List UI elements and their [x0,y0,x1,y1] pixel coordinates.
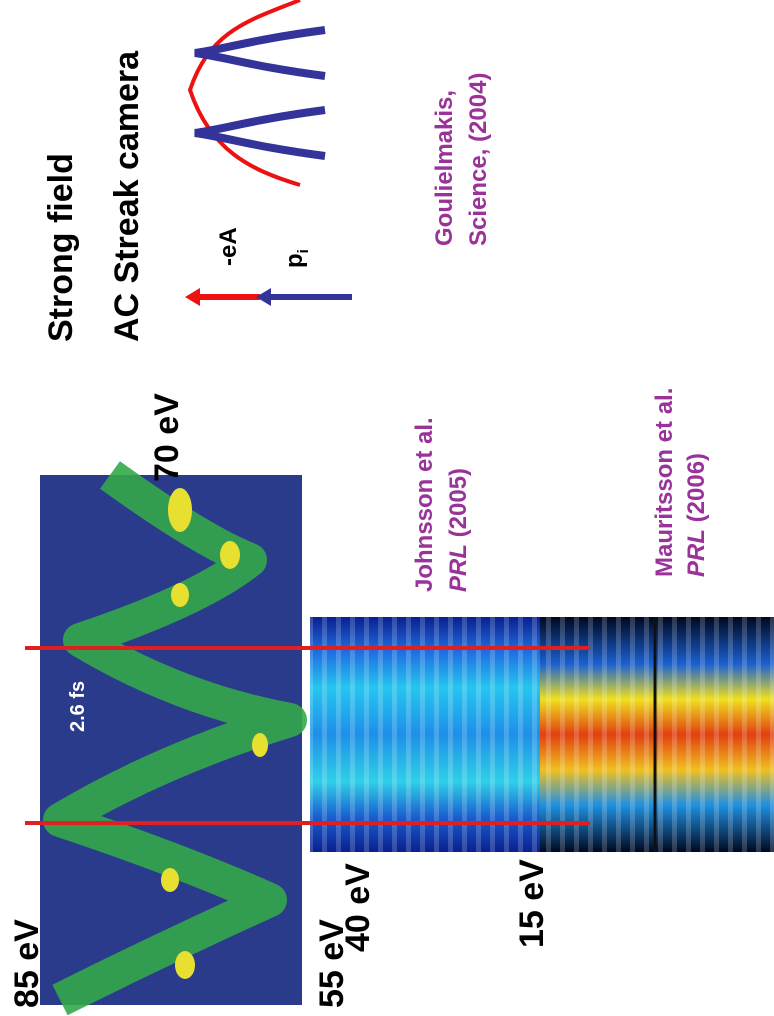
momentum-subscript: i [295,249,312,253]
reference: Science, (2004) [465,73,492,246]
slide: Strong field AC Streak camera -eA pi Gou… [0,0,774,1016]
title-line: Strong field [42,153,80,342]
reference: PRL (2006) [683,453,710,577]
vector-arrows [185,288,352,306]
year: (2005) [445,468,472,537]
period-label: 2.6 fs [67,681,89,732]
field-label: -eA [215,227,242,266]
year: (2006) [683,453,710,522]
momentum-label: pi [281,249,312,268]
energy-label: 40 eV [339,863,377,952]
journal: PRL [445,544,472,592]
reference: Mauritsson et al. [651,388,678,577]
reference: Johnsson et al. [411,417,438,592]
streak-image-top [40,475,302,1005]
energy-label: 70 eV [148,393,186,482]
streak-image-bottom [310,617,774,852]
journal: PRL [683,529,710,577]
momentum-symbol: p [281,253,308,268]
energy-label: 85 eV [8,919,46,1008]
title-line: AC Streak camera [108,50,146,342]
energy-label: 15 eV [513,859,551,948]
reference: PRL (2005) [445,468,472,592]
reference: Goulielmakis, [431,90,458,246]
wave-diagram [190,0,325,185]
